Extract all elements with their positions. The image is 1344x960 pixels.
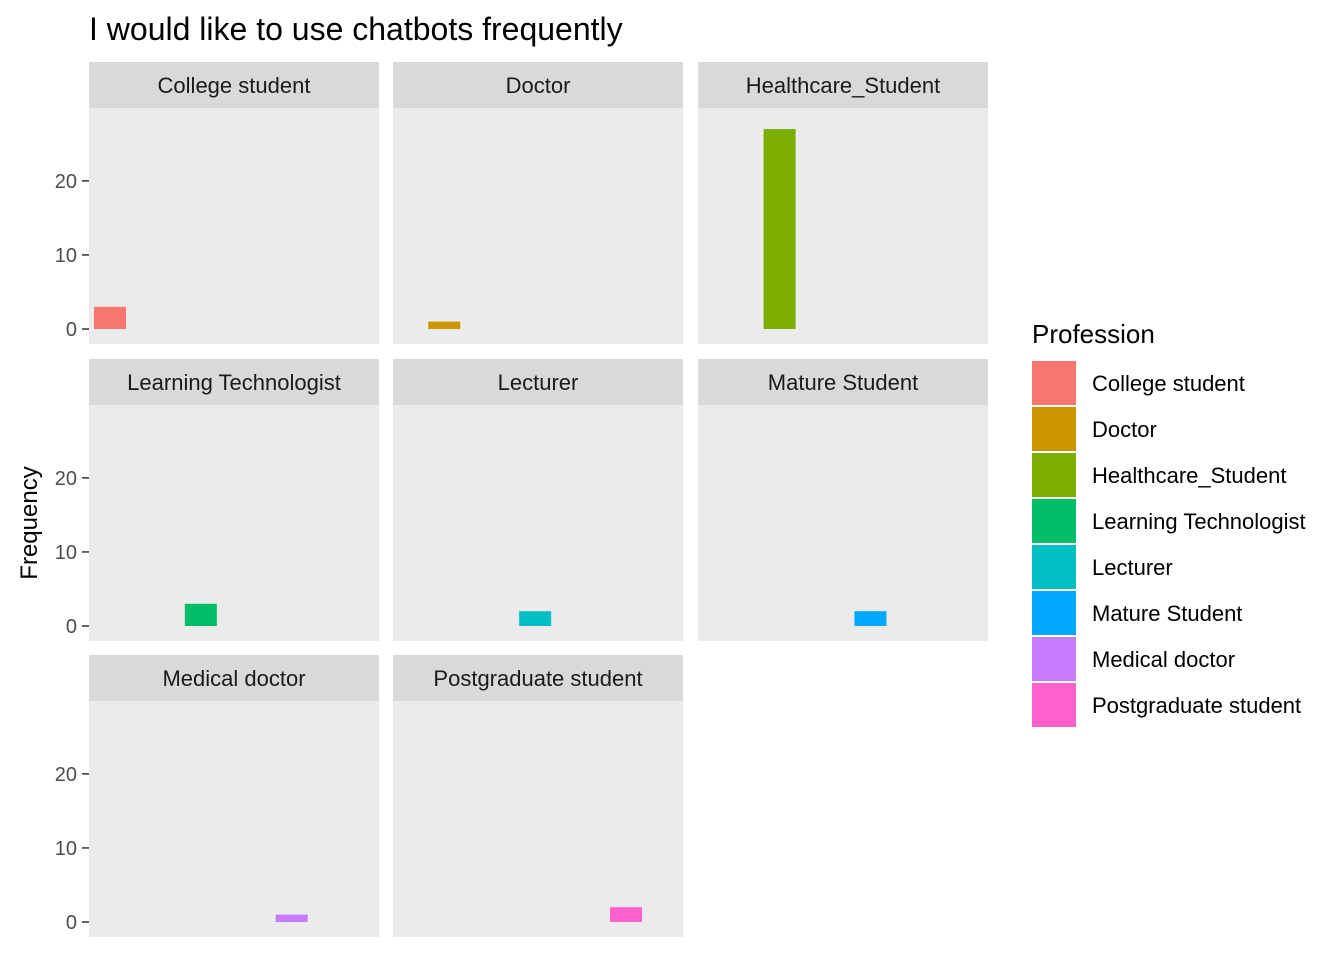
facet-panels: College student 0 10 20 Doctor Healthcare_Stu… <box>55 62 988 937</box>
facet-strip <box>89 62 379 108</box>
y-tick-label: 10 <box>55 542 77 564</box>
facet-plot-area <box>393 405 683 641</box>
y-tick-label: 0 <box>66 616 77 638</box>
legend-item: Medical doctor <box>1032 637 1235 681</box>
facet-panel: Mature Student <box>698 359 988 641</box>
legend-label: Mature Student <box>1092 601 1242 626</box>
facet-strip-label: Learning Technologist <box>127 370 341 395</box>
bar <box>275 914 308 922</box>
legend-label: Postgraduate student <box>1092 693 1301 718</box>
y-tick-label: 10 <box>55 245 77 267</box>
bar <box>854 611 887 626</box>
legend-item: Postgraduate student <box>1032 683 1301 727</box>
facet-strip <box>698 62 988 108</box>
chart-title: I would like to use chatbots frequently <box>89 11 623 47</box>
legend-key <box>1032 683 1076 727</box>
legend-key <box>1032 499 1076 543</box>
y-tick-label: 20 <box>55 468 77 490</box>
legend-label: Healthcare_Student <box>1092 463 1286 488</box>
facet-plot-area <box>89 108 379 344</box>
bar <box>184 603 217 626</box>
legend-title: Profession <box>1032 319 1155 349</box>
legend-key <box>1032 591 1076 635</box>
y-tick-label: 10 <box>55 838 77 860</box>
legend-key <box>1032 545 1076 589</box>
legend-label: Lecturer <box>1092 555 1173 580</box>
facet-panel: Medical doctor 0 10 20 <box>55 655 379 937</box>
bar <box>428 321 461 329</box>
facet-strip-label: Postgraduate student <box>433 666 642 691</box>
y-tick-label: 20 <box>55 171 77 193</box>
facet-plot-area <box>89 405 379 641</box>
legend-item: Lecturer <box>1032 545 1173 589</box>
bar <box>519 611 552 626</box>
legend-key <box>1032 453 1076 497</box>
legend-label: Learning Technologist <box>1092 509 1306 534</box>
bar <box>763 129 796 329</box>
facet-panel: Postgraduate student <box>393 655 683 937</box>
legend-key <box>1032 407 1076 451</box>
legend-key <box>1032 637 1076 681</box>
y-tick-label: 0 <box>66 912 77 934</box>
legend-item: Learning Technologist <box>1032 499 1306 543</box>
facet-panel: Lecturer <box>393 359 683 641</box>
legend-item: Mature Student <box>1032 591 1242 635</box>
facet-strip <box>393 359 683 405</box>
facet-plot-area <box>393 108 683 344</box>
legend-item: Healthcare_Student <box>1032 453 1286 497</box>
facet-strip-label: Healthcare_Student <box>746 73 940 98</box>
legend-item: Doctor <box>1032 407 1157 451</box>
facet-strip <box>393 62 683 108</box>
legend-item: College student <box>1032 361 1245 405</box>
facet-strip <box>393 655 683 701</box>
bar <box>610 907 642 922</box>
facet-strip-label: Medical doctor <box>162 666 305 691</box>
legend-label: Doctor <box>1092 417 1157 442</box>
facet-strip-label: Mature Student <box>768 370 918 395</box>
bar <box>94 306 126 329</box>
y-tick-label: 20 <box>55 764 77 786</box>
facet-strip-label: Lecturer <box>498 370 579 395</box>
facet-panel: College student 0 10 20 <box>55 62 379 344</box>
y-tick-label: 0 <box>66 319 77 341</box>
facet-plot-area <box>698 108 988 344</box>
facet-strip <box>89 655 379 701</box>
legend-key <box>1032 361 1076 405</box>
facet-strip <box>698 359 988 405</box>
legend-label: College student <box>1092 371 1245 396</box>
facet-panel: Healthcare_Student <box>698 62 988 344</box>
facet-strip-label: Doctor <box>506 73 571 98</box>
facet-plot-area <box>89 701 379 937</box>
y-axis-title: Frequency <box>16 466 43 579</box>
facet-plot-area <box>393 701 683 937</box>
facet-strip <box>89 359 379 405</box>
facet-strip-label: College student <box>158 73 311 98</box>
legend: Profession College student Doctor Healthca… <box>1032 319 1306 727</box>
facet-panel: Learning Technologist 0 10 20 <box>55 359 379 641</box>
legend-label: Medical doctor <box>1092 647 1235 672</box>
facet-plot-area <box>698 405 988 641</box>
facet-panel: Doctor <box>393 62 683 344</box>
